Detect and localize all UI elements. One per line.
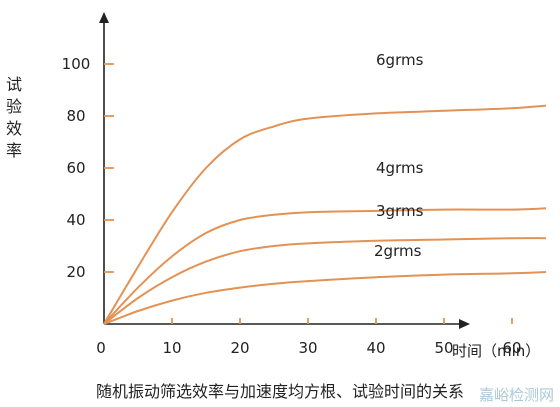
y-axis-arrow xyxy=(99,12,109,23)
series-line-6grms xyxy=(103,104,547,325)
x-tick-label: 0 xyxy=(96,339,106,357)
axes xyxy=(99,12,470,329)
series-label-6grms: 6grms xyxy=(376,51,424,69)
chart-caption: 随机振动筛选效率与加速度均方根、试验时间的关系 xyxy=(95,382,464,401)
y-tick-label: 80 xyxy=(66,107,85,125)
x-tick-label: 60 xyxy=(502,339,521,357)
series-label-3grms: 3grms xyxy=(376,202,424,220)
y-tick-label: 20 xyxy=(66,263,85,281)
y-tick-label: 60 xyxy=(66,159,85,177)
series-label-2grms: 2grms xyxy=(374,242,422,260)
x-tick-label: 10 xyxy=(162,339,181,357)
y-tick-label: 100 xyxy=(62,55,91,73)
x-tick-label: 20 xyxy=(230,339,249,357)
series-line-3grms xyxy=(103,237,547,325)
series-lines xyxy=(103,104,547,325)
y-axis-label: 试验效率 xyxy=(6,75,23,160)
x-tick-label: 50 xyxy=(434,339,453,357)
series-label-4grms: 4grms xyxy=(376,159,424,177)
y-tick-label: 40 xyxy=(66,211,85,229)
x-tick-label: 40 xyxy=(366,339,385,357)
x-axis-arrow xyxy=(459,319,470,329)
series-labels: 6grms 4grms 3grms 2grms xyxy=(374,51,424,260)
watermark: 嘉峪检测网 xyxy=(478,386,554,404)
x-tick-label: 30 xyxy=(298,339,317,357)
series-line-4grms xyxy=(103,207,547,325)
ticks: 20 40 60 80 100 0 10 20 30 40 50 60 xyxy=(62,55,522,357)
series-line-2grms xyxy=(103,271,547,325)
x-axis-label: 时间（min） xyxy=(452,342,541,360)
